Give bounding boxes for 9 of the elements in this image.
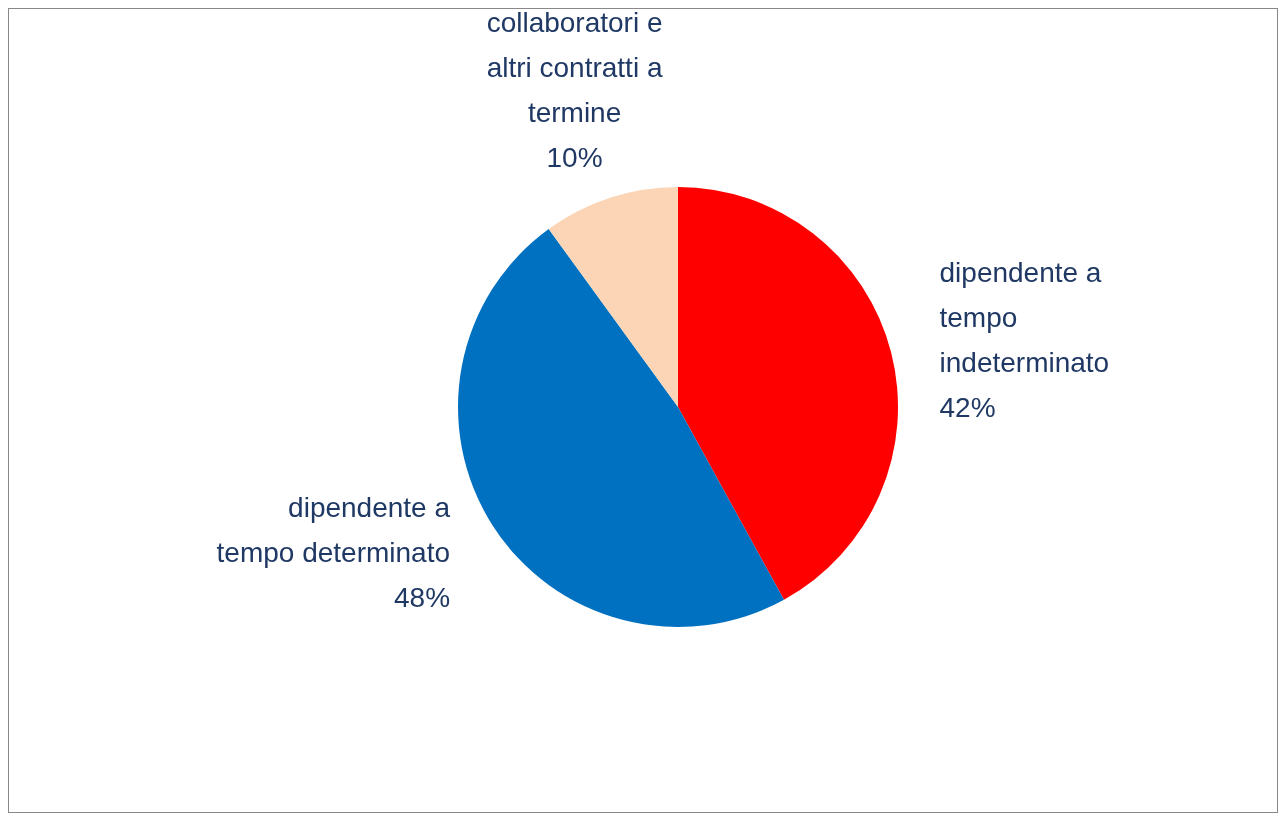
slice-label: collaboratori e altri contratti a termine <box>486 6 663 128</box>
data-label: 42% <box>939 391 996 423</box>
pie-slice <box>678 187 898 600</box>
slice-label: dipendente a tempo indeterminato <box>939 256 1110 378</box>
pie-slice <box>548 187 678 407</box>
data-label: 48% <box>393 581 451 613</box>
data-label: 10% <box>546 141 603 173</box>
pie-slice <box>458 229 784 627</box>
slice-label: dipendente a tempo determinato <box>216 491 451 568</box>
